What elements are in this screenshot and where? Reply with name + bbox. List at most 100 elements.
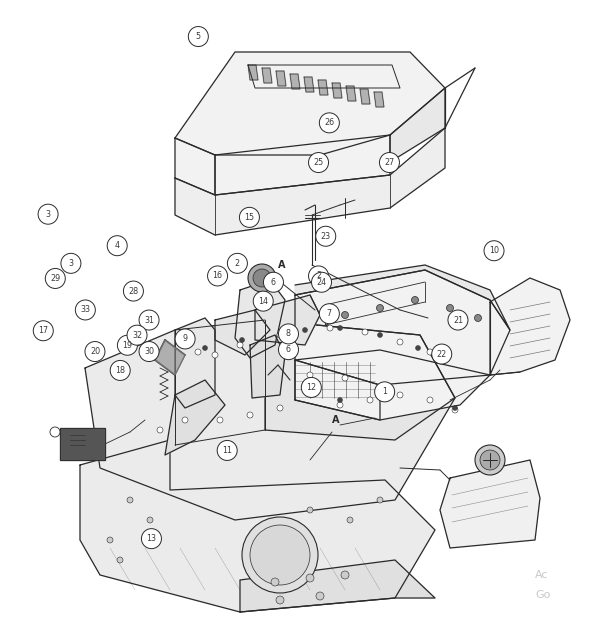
Polygon shape: [215, 135, 390, 195]
Text: 16: 16: [213, 272, 222, 280]
Circle shape: [316, 592, 324, 600]
Circle shape: [123, 281, 144, 301]
Text: 26: 26: [325, 118, 334, 127]
Circle shape: [139, 341, 159, 362]
Polygon shape: [175, 128, 445, 235]
Text: 15: 15: [245, 213, 254, 222]
Circle shape: [415, 345, 421, 350]
Text: 6: 6: [271, 278, 276, 287]
Polygon shape: [295, 270, 510, 385]
Circle shape: [117, 557, 123, 563]
Text: 2: 2: [235, 259, 240, 268]
Circle shape: [195, 349, 201, 355]
Text: 21: 21: [453, 316, 463, 324]
Text: 18: 18: [115, 366, 125, 375]
Text: 5: 5: [196, 32, 201, 41]
Circle shape: [250, 525, 310, 585]
Circle shape: [484, 241, 504, 261]
Polygon shape: [304, 77, 314, 92]
Polygon shape: [440, 460, 540, 548]
Circle shape: [374, 382, 395, 402]
Circle shape: [397, 392, 403, 398]
Polygon shape: [276, 71, 286, 86]
Polygon shape: [360, 89, 370, 104]
Circle shape: [61, 253, 81, 273]
Circle shape: [117, 335, 138, 355]
Circle shape: [453, 406, 457, 411]
Circle shape: [427, 397, 433, 403]
Polygon shape: [248, 65, 258, 80]
Text: 19: 19: [123, 341, 132, 350]
Polygon shape: [175, 52, 445, 155]
Circle shape: [319, 113, 340, 133]
Circle shape: [157, 427, 163, 433]
Polygon shape: [240, 560, 435, 612]
Polygon shape: [318, 80, 328, 95]
Text: 4: 4: [115, 241, 120, 250]
Text: 7: 7: [327, 309, 332, 318]
Polygon shape: [295, 360, 380, 420]
Polygon shape: [175, 318, 215, 408]
Circle shape: [127, 325, 147, 345]
Circle shape: [207, 266, 228, 286]
Bar: [60, 428, 105, 460]
Polygon shape: [265, 320, 455, 440]
Polygon shape: [235, 280, 285, 358]
Circle shape: [237, 342, 243, 348]
Circle shape: [379, 152, 400, 173]
Text: 12: 12: [307, 383, 316, 392]
Polygon shape: [262, 68, 272, 83]
Text: 32: 32: [132, 331, 142, 340]
Circle shape: [412, 297, 418, 304]
Circle shape: [307, 507, 313, 513]
Circle shape: [342, 375, 348, 381]
Circle shape: [85, 341, 105, 362]
Polygon shape: [175, 138, 215, 195]
Circle shape: [227, 253, 248, 273]
Circle shape: [217, 440, 237, 461]
Text: 3: 3: [46, 210, 50, 219]
Polygon shape: [290, 74, 300, 89]
Circle shape: [377, 497, 383, 503]
Circle shape: [141, 529, 162, 549]
Text: 28: 28: [129, 287, 138, 295]
Circle shape: [45, 268, 66, 289]
Text: 11: 11: [222, 446, 232, 455]
Circle shape: [107, 236, 127, 256]
Polygon shape: [295, 265, 510, 330]
Circle shape: [376, 304, 383, 311]
Text: 17: 17: [38, 326, 48, 335]
Circle shape: [277, 405, 283, 411]
Circle shape: [377, 392, 382, 398]
Circle shape: [278, 324, 299, 344]
Circle shape: [107, 537, 113, 543]
Circle shape: [362, 329, 368, 335]
Text: 14: 14: [258, 297, 268, 306]
Text: 6: 6: [286, 345, 291, 354]
Text: A: A: [332, 415, 340, 425]
Circle shape: [308, 266, 329, 286]
Circle shape: [301, 377, 322, 398]
Polygon shape: [155, 340, 185, 375]
Circle shape: [203, 345, 207, 350]
Circle shape: [377, 333, 382, 338]
Text: 23: 23: [321, 232, 331, 241]
Circle shape: [475, 314, 481, 321]
Circle shape: [319, 304, 340, 324]
Circle shape: [175, 329, 195, 349]
Circle shape: [307, 372, 313, 378]
Circle shape: [147, 517, 153, 523]
Circle shape: [253, 269, 271, 287]
Polygon shape: [332, 83, 342, 98]
Polygon shape: [250, 335, 285, 398]
Circle shape: [127, 497, 133, 503]
Text: Go: Go: [535, 590, 551, 600]
Circle shape: [432, 344, 452, 364]
Text: 9: 9: [183, 335, 188, 343]
Circle shape: [338, 326, 343, 331]
Circle shape: [239, 207, 260, 227]
Circle shape: [139, 310, 159, 330]
Circle shape: [397, 339, 403, 345]
Circle shape: [277, 332, 283, 338]
Circle shape: [182, 417, 188, 423]
